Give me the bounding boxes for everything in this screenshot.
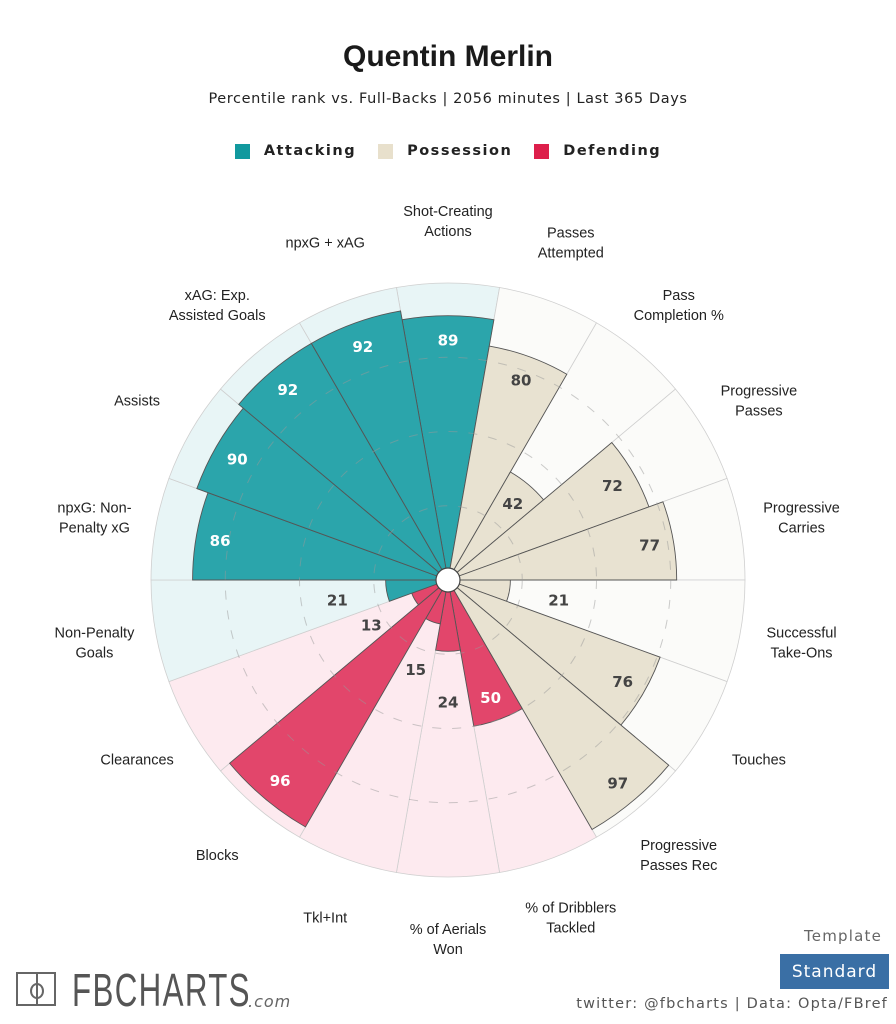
- legend-label: Defending: [563, 143, 662, 159]
- value-bar: [310, 310, 449, 581]
- value-bar: [228, 579, 449, 828]
- gridlines: [224, 356, 672, 804]
- gridline-ring: [373, 505, 523, 655]
- legend-swatch: [534, 143, 550, 159]
- gridline-ring: [299, 431, 597, 729]
- legend-item-attacking: Attacking: [234, 143, 357, 159]
- slice-label: Touches: [732, 753, 786, 769]
- legend-item-possession: Possession: [378, 143, 512, 159]
- legend-item-defending: Defending: [534, 143, 661, 159]
- value-label: 89: [438, 332, 459, 350]
- value-label: 24: [438, 693, 459, 711]
- slice-label: Tkl+Int: [303, 910, 347, 926]
- value-label: 77: [639, 536, 660, 554]
- center-hole: [435, 567, 461, 593]
- value-label: 90: [227, 450, 248, 468]
- slice-label: Passes Attempted: [538, 226, 604, 262]
- value-bar: [447, 501, 678, 581]
- slice-label: Shot-Creating Actions: [403, 204, 492, 240]
- slice-label: Progressive Carries: [763, 501, 840, 537]
- legend: Attacking Possession Defending: [0, 143, 896, 159]
- value-label: 80: [511, 371, 532, 389]
- legend-swatch: [234, 143, 250, 159]
- value-label: 86: [210, 532, 231, 550]
- template-label: Template: [803, 927, 882, 945]
- value-bars: [192, 310, 678, 831]
- value-label: 21: [327, 592, 348, 610]
- slice-label: Blocks: [196, 848, 239, 864]
- legend-label: Possession: [407, 143, 513, 159]
- value-bar: [447, 345, 568, 581]
- slice-label: Progressive Passes: [721, 384, 798, 420]
- value-label: 96: [270, 772, 291, 790]
- credit-text: twitter: @fbcharts | Data: Opta/FBref: [576, 996, 888, 1012]
- value-label: 92: [277, 381, 298, 399]
- slice-label: Clearances: [100, 753, 173, 769]
- slice-label: xAG: Exp. Assisted Goals: [169, 288, 266, 324]
- value-label: 72: [602, 477, 623, 495]
- fbcharts-logo: FBCHARTS .com: [16, 964, 296, 1018]
- legend-swatch: [378, 143, 394, 159]
- value-label: 50: [480, 689, 501, 707]
- gridline-ring: [224, 356, 672, 804]
- chart-subtitle: Percentile rank vs. Full-Backs | 2056 mi…: [208, 91, 688, 107]
- template-button[interactable]: Standard: [780, 954, 889, 989]
- slice-label: % of Dribblers Tackled: [525, 900, 616, 936]
- slice-label: Successful Take-Ons: [766, 625, 836, 661]
- value-label: 13: [361, 616, 382, 634]
- value-label: 97: [607, 774, 628, 792]
- value-label: 21: [548, 592, 569, 610]
- value-bar: [435, 579, 461, 652]
- value-label: 15: [405, 661, 426, 679]
- value-label: 76: [612, 673, 633, 691]
- slice-label: % of Aerials Won: [410, 922, 487, 958]
- value-label: 92: [352, 338, 373, 356]
- legend-label: Attacking: [263, 143, 357, 159]
- logo-suffix: .com: [248, 992, 292, 1011]
- slice-label: Non-Penalty Goals: [55, 625, 136, 661]
- pitch-icon: [16, 972, 56, 1006]
- chart-title: Quentin Merlin: [343, 40, 553, 73]
- slice-label: Progressive Passes Rec: [640, 838, 717, 874]
- value-label: 42: [502, 495, 523, 513]
- slice-label: Assists: [114, 394, 160, 410]
- logo-text: FBCHARTS: [72, 964, 251, 1016]
- slice-label: npxG: Non-Penalty xG: [57, 501, 131, 537]
- slice-label: npxG + xAG: [286, 236, 365, 252]
- value-bar: [447, 579, 670, 831]
- slice-label: Pass Completion %: [634, 288, 724, 324]
